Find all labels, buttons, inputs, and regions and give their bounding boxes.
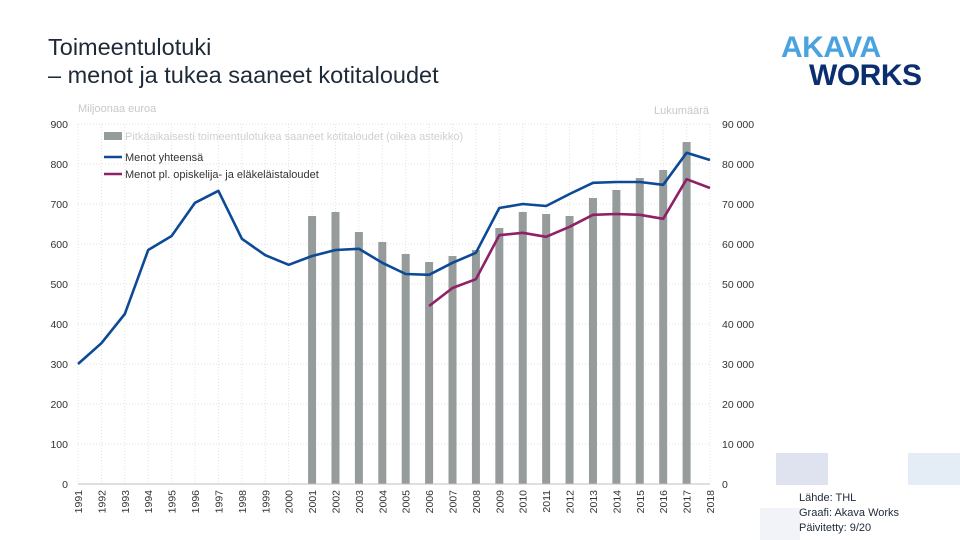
x-tick-label: 2005: [401, 490, 413, 514]
decor-block: [776, 453, 828, 485]
right-tick-label: 30 000: [722, 359, 754, 371]
x-tick-label: 2006: [424, 490, 436, 514]
x-tick-label: 2013: [588, 490, 600, 514]
right-tick-label: 40 000: [722, 319, 754, 331]
bar: [448, 256, 457, 484]
left-tick-label: 900: [50, 119, 68, 131]
x-tick-label: 2001: [307, 490, 319, 514]
x-tick-label: 2012: [565, 490, 577, 514]
bar: [542, 214, 551, 484]
x-tick-label: 2003: [354, 490, 366, 514]
bar: [495, 228, 504, 484]
x-tick-label: 1998: [237, 490, 249, 514]
line-series-total: [77, 151, 711, 365]
legend-swatch-bars: [104, 132, 122, 140]
legend-label-excl: Menot pl. opiskelija- ja eläkeläistaloud…: [125, 169, 319, 181]
x-tick-label: 2000: [284, 490, 296, 514]
left-tick-label: 400: [50, 319, 68, 331]
x-tick-label: 2014: [611, 490, 623, 514]
x-tick-label: 1999: [260, 490, 272, 514]
legend-label-bars: Pitkäaikaisesti toimeentulotukea saaneet…: [125, 131, 463, 143]
bar: [588, 198, 597, 484]
bar: [565, 216, 574, 484]
source-line-2: Graafi: Akava Works: [799, 507, 900, 519]
bar: [354, 232, 363, 484]
right-tick-label: 80 000: [722, 159, 754, 171]
x-tick-label: 2007: [448, 490, 460, 514]
x-tick-label: 2004: [377, 490, 389, 514]
x-tick-label: 2002: [330, 490, 342, 514]
x-tick-label: 1995: [167, 490, 179, 514]
x-tick-label: 1992: [96, 490, 108, 514]
source-note: Lähde: THL Graafi: Akava Works Päivitett…: [799, 491, 899, 536]
right-tick-label: 50 000: [722, 279, 754, 291]
left-tick-label: 0: [62, 479, 68, 491]
right-tick-label: 70 000: [722, 199, 754, 211]
x-tick-label: 1991: [73, 490, 85, 514]
akava-works-logo: AKAVA WORKS: [781, 31, 922, 92]
legend-label-total: Menot yhteensä: [125, 152, 204, 164]
left-axis-label: Miljoonaa euroa: [78, 103, 157, 115]
x-tick-label: 1996: [190, 490, 202, 514]
line-layer: [77, 151, 711, 365]
x-tick-label: 2008: [471, 490, 483, 514]
left-tick-label: 700: [50, 199, 68, 211]
line-series-excl: [428, 177, 711, 308]
bar: [401, 254, 410, 484]
left-tick-label: 200: [50, 399, 68, 411]
bar-layer: [308, 142, 691, 484]
x-tick-label: 2009: [494, 490, 506, 514]
bar: [378, 242, 387, 484]
logo-line-2: WORKS: [809, 59, 922, 92]
x-tick-label: 2010: [518, 490, 530, 514]
right-tick-label: 60 000: [722, 239, 754, 251]
right-tick-label: 10 000: [722, 439, 754, 451]
x-tick-label: 1993: [120, 490, 132, 514]
bar: [659, 170, 668, 484]
right-tick-label: 0: [722, 479, 728, 491]
decor-block: [760, 508, 800, 540]
source-line-3: Päivitetty: 9/20: [799, 522, 872, 534]
left-tick-label: 600: [50, 239, 68, 251]
logo-line-1: AKAVA: [781, 31, 881, 64]
left-tick-label: 300: [50, 359, 68, 371]
x-tick-label: 2011: [541, 490, 553, 513]
bar: [425, 262, 434, 484]
bar: [635, 178, 644, 484]
x-tick-label: 1994: [143, 490, 155, 514]
right-tick-label: 90 000: [722, 119, 754, 131]
title-line-1: Toimeentulotuki: [48, 34, 212, 60]
bar: [682, 142, 691, 484]
source-line-1: Lähde: THL: [799, 492, 857, 504]
bar: [612, 190, 621, 484]
title-line-2: – menot ja tukea saaneet kotitaloudet: [48, 62, 439, 88]
axis-layer: Miljoonaa euroa Lukumäärä 0 100 200 300 400 5…: [50, 103, 754, 513]
decor-block: [908, 453, 960, 485]
right-axis-label: Lukumäärä: [654, 105, 710, 117]
x-tick-label: 1997: [213, 490, 225, 514]
legend: Pitkäaikaisesti toimeentulotukea saaneet…: [104, 131, 463, 181]
bar: [308, 216, 317, 484]
bar: [471, 250, 480, 484]
left-tick-label: 100: [50, 439, 68, 451]
chart-title: Toimeentulotuki – menot ja tukea saaneet…: [48, 33, 439, 89]
left-tick-label: 800: [50, 159, 68, 171]
right-tick-label: 20 000: [722, 399, 754, 411]
bar: [518, 212, 527, 484]
x-tick-label: 2016: [658, 490, 670, 514]
x-tick-label: 2017: [682, 490, 694, 514]
x-tick-label: 2015: [635, 490, 647, 514]
left-tick-label: 500: [50, 279, 68, 291]
x-tick-label: 2018: [705, 490, 717, 514]
bar: [331, 212, 340, 484]
